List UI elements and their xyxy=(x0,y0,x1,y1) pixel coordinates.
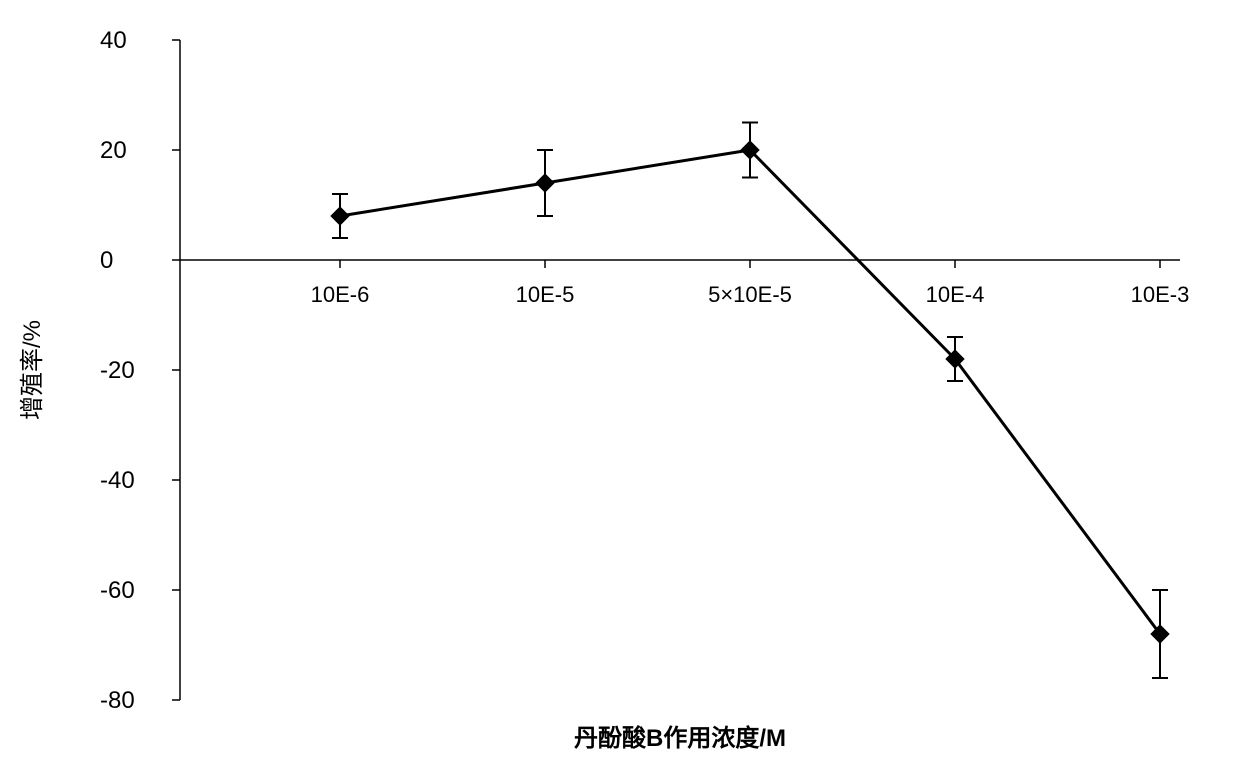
y-tick-label: -80 xyxy=(100,687,135,714)
line-chart: -80 -60 -40 -20 0 20 40 增殖率/% 10E-6 10E-5 5×10E-5 1… xyxy=(0,0,1239,766)
x-tick-label: 10E-3 xyxy=(1131,282,1190,307)
y-tick-label: -60 xyxy=(100,577,135,604)
y-tick-label: -20 xyxy=(100,357,135,384)
x-axis-label: 丹酚酸B作用浓度/M xyxy=(574,724,786,752)
y-tick-label: -40 xyxy=(100,467,135,494)
y-tick-label: 40 xyxy=(100,27,127,54)
x-tick-label: 10E-4 xyxy=(926,282,985,307)
x-tick-label: 10E-5 xyxy=(516,282,575,307)
y-axis-label: 增殖率/% xyxy=(19,320,46,420)
x-tick-label: 10E-6 xyxy=(311,282,370,307)
chart-container: -80 -60 -40 -20 0 20 40 增殖率/% 10E-6 10E-5 5×10E-5 1… xyxy=(0,0,1239,766)
y-tick-label: 0 xyxy=(100,247,113,274)
y-tick-label: 20 xyxy=(100,137,127,164)
x-tick-label: 5×10E-5 xyxy=(708,282,792,307)
